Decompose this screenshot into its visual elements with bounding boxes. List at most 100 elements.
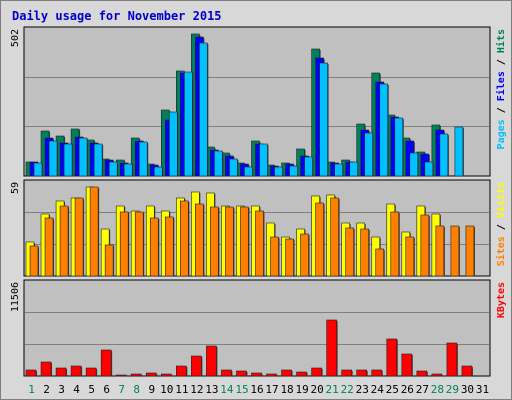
- bar-kbytes-day-15: [236, 370, 247, 377]
- bar-pages-day-22: [349, 161, 358, 177]
- bar-kbytes-day-10: [160, 373, 172, 377]
- x-tick-label-day-7: 7: [118, 383, 125, 396]
- bar-sites-day-14: [225, 206, 234, 277]
- legend-files: Files: [495, 71, 507, 101]
- bar-sites-day-5: [89, 186, 99, 277]
- bar-kbytes-day-7: [115, 374, 127, 377]
- x-tick-label-day-29: 29: [446, 383, 459, 396]
- bar-sites-day-2: [44, 217, 54, 277]
- bar-sites-day-1: [29, 245, 39, 277]
- x-tick-label-day-24: 24: [371, 383, 385, 396]
- bar-pages-day-13: [214, 150, 223, 177]
- x-tick-label-day-15: 15: [235, 383, 248, 396]
- x-tick-label-day-21: 21: [326, 383, 339, 396]
- bar-pages-day-1: [33, 162, 43, 177]
- panel-legend-usage: Pages / Files / Hits: [495, 29, 507, 149]
- bar-kbytes-day-18: [281, 369, 292, 377]
- legend-hits: Hits: [495, 29, 507, 53]
- x-tick-label-day-11: 11: [175, 383, 188, 396]
- bar-kbytes-day-27: [416, 370, 428, 377]
- bar-sites-day-29: [450, 225, 460, 277]
- bar-kbytes-day-23: [356, 369, 368, 377]
- bar-pages-day-25: [394, 117, 404, 177]
- bar-sites-day-11: [180, 200, 189, 277]
- x-tick-label-day-9: 9: [148, 383, 155, 396]
- bar-kbytes-day-14: [221, 369, 232, 377]
- bar-sites-day-8: [134, 211, 144, 277]
- x-tick-label-day-30: 30: [461, 383, 474, 396]
- panel-max-label: 59: [10, 182, 21, 194]
- bar-pages-day-19: [304, 156, 313, 177]
- bar-sites-day-15: [240, 206, 249, 277]
- bar-pages-day-27: [424, 161, 434, 177]
- bar-pages-day-21: [334, 163, 343, 177]
- bar-pages-day-23: [364, 132, 374, 177]
- bar-sites-day-10: [164, 216, 174, 277]
- x-tick-label-day-26: 26: [401, 383, 414, 396]
- legend-pages: Pages: [496, 119, 507, 149]
- bar-sites-day-18: [285, 238, 294, 277]
- bar-kbytes-day-22: [341, 369, 352, 377]
- bar-sites-day-30: [465, 225, 475, 277]
- bar-kbytes-day-19: [296, 371, 307, 377]
- bar-sites-day-17: [270, 236, 279, 277]
- bar-sites-day-9: [149, 217, 159, 277]
- legend-kbytes: KBytes: [496, 282, 507, 318]
- panel-legend-kbytes: KBytes: [496, 282, 507, 318]
- bar-sites-day-19: [300, 233, 309, 277]
- bar-kbytes-day-3: [55, 367, 67, 377]
- bar-pages-day-7: [123, 163, 133, 177]
- x-tick-label-day-12: 12: [190, 383, 203, 396]
- bar-sites-day-24: [375, 248, 385, 277]
- bar-kbytes-day-26: [401, 353, 413, 377]
- bar-sites-day-7: [119, 211, 129, 277]
- bar-kbytes-day-16: [251, 372, 262, 377]
- bar-kbytes-day-21: [326, 319, 337, 377]
- x-tick-label-day-2: 2: [43, 383, 50, 396]
- bar-pages-day-2: [48, 140, 58, 177]
- bar-sites-day-23: [360, 228, 370, 277]
- bar-kbytes-day-13: [206, 345, 217, 377]
- panel-legend-visitors: Sites / Visits: [495, 182, 507, 266]
- bar-kbytes-day-29: [446, 342, 458, 377]
- bar-sites-day-20: [315, 202, 324, 277]
- bar-pages-day-15: [244, 166, 253, 177]
- bar-kbytes-day-30: [461, 365, 473, 377]
- x-tick-label-day-31: 31: [476, 383, 489, 396]
- bar-kbytes-day-28: [431, 373, 443, 377]
- chart-panels: 502 Pages / Files / Hits 59 Sites / Visits 1…: [10, 26, 507, 377]
- legend-sites: Sites: [495, 236, 507, 266]
- bar-pages-day-29: [454, 126, 464, 177]
- x-tick-label-day-13: 13: [205, 383, 218, 396]
- x-axis-labels: 1 2 3 4 5 6 7 8 9 10 11 12 13 14 15 16 17 18 19 20 21 22 23 24 2…: [28, 383, 489, 396]
- bar-pages-day-26: [409, 152, 419, 177]
- bar-sites-day-3: [59, 205, 69, 277]
- bar-pages-day-14: [229, 158, 238, 177]
- x-tick-label-day-1: 1: [28, 383, 35, 396]
- bar-pages-day-5: [93, 143, 103, 177]
- bar-pages-day-12: [199, 42, 208, 177]
- bar-sites-day-25: [390, 211, 400, 277]
- legend-visits: Visits: [495, 182, 507, 218]
- panel-kbytes: [23, 279, 491, 377]
- bar-kbytes-day-25: [386, 338, 398, 377]
- x-tick-label-day-14: 14: [220, 383, 234, 396]
- bar-kbytes-day-24: [371, 369, 383, 377]
- bar-sites-day-26: [405, 236, 415, 277]
- bar-pages-day-20: [319, 62, 328, 177]
- bar-sites-day-16: [255, 210, 264, 277]
- panel-max-label: 11506: [10, 282, 21, 312]
- bar-kbytes-day-12: [191, 355, 202, 377]
- bar-pages-day-16: [259, 143, 268, 177]
- bar-sites-day-21: [330, 197, 339, 277]
- bar-kbytes-day-2: [40, 361, 52, 377]
- bar-sites-day-12: [195, 203, 204, 277]
- bar-kbytes-day-9: [145, 372, 157, 377]
- panel-max-label: 502: [10, 29, 21, 47]
- bar-pages-day-24: [379, 83, 389, 177]
- x-tick-label-day-16: 16: [250, 383, 263, 396]
- bar-kbytes-day-20: [311, 367, 322, 377]
- bar-pages-day-9: [153, 166, 163, 177]
- bar-sites-day-13: [210, 206, 219, 277]
